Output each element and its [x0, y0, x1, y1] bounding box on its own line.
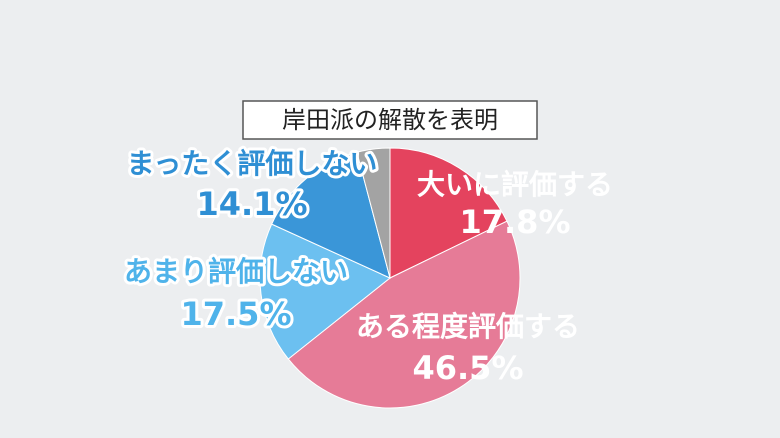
category-label: あまり評価しない: [124, 255, 348, 288]
pie-slice: [287, 220, 521, 409]
pie-slice: [271, 151, 391, 279]
pie-slice: [356, 147, 391, 279]
value-label: 46.5%: [412, 349, 523, 387]
value-label: 14.1%: [196, 185, 307, 223]
pie-slice: [259, 223, 391, 360]
category-label: まったく評価しない: [127, 147, 378, 180]
category-label: 大いに評価する: [417, 168, 613, 201]
value-label: 17.8%: [459, 203, 570, 241]
value-label: 17.5%: [180, 295, 291, 333]
category-label: ある程度評価する: [356, 310, 580, 343]
pie-slice: [389, 147, 508, 279]
chart-title: 岸田派の解散を表明: [282, 106, 498, 134]
title-box: [242, 100, 538, 140]
